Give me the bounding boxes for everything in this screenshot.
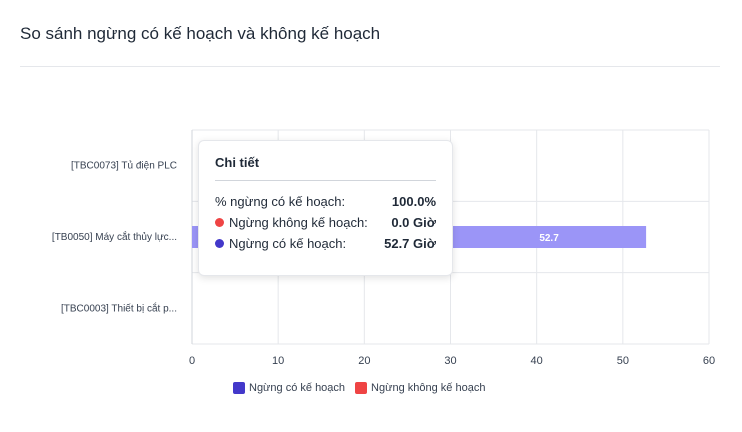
tooltip-title: Chi tiết [215, 155, 436, 181]
chart-tooltip: Chi tiết % ngừng có kế hoạch: 100.0% Ngừ… [198, 140, 453, 276]
chart-legend: Ngừng có kế hoạch Ngừng không kế hoạch [233, 382, 485, 394]
x-tick-label: 30 [444, 355, 456, 367]
bar-data-label: 52.7 [539, 233, 559, 244]
chart-title: So sánh ngừng có kế hoạch và không kế ho… [20, 24, 381, 43]
legend-label-unplanned: Ngừng không kế hoạch [371, 382, 486, 394]
legend-swatch-unplanned [355, 382, 368, 394]
y-category-label: [TB0050] Máy cắt thủy lực... [52, 230, 177, 243]
unplanned-dot-icon [215, 218, 224, 227]
y-category-label: [TBC0003] Thiết bị cắt p... [61, 301, 177, 314]
legend-swatch-planned [233, 382, 245, 394]
tooltip-row-percent: % ngừng có kế hoạch: 100.0% [215, 191, 436, 212]
legend-label-planned: Ngừng có kế hoạch [249, 382, 346, 394]
tooltip-row-unplanned: Ngừng không kế hoạch: 0.0 Giờ [215, 212, 436, 233]
x-tick-label: 60 [703, 355, 715, 367]
x-tick-label: 40 [531, 355, 543, 367]
legend-item-planned[interactable]: Ngừng có kế hoạch [233, 382, 345, 394]
x-tick-label: 0 [189, 355, 195, 367]
y-category-label: [TBC0073] Tủ điện PLC [71, 160, 177, 172]
x-tick-label: 50 [617, 355, 629, 367]
tooltip-row-planned: Ngừng có kế hoạch: 52.7 Giờ [215, 233, 436, 254]
x-tick-label: 20 [358, 355, 370, 367]
tooltip-label: Ngừng có kế hoạch: [229, 236, 347, 251]
tooltip-value: 52.7 Giờ [384, 236, 436, 251]
title-divider [20, 66, 720, 67]
tooltip-value: 0.0 Giờ [391, 215, 436, 230]
planned-dot-icon [215, 239, 224, 248]
tooltip-label: Ngừng không kế hoạch: [229, 215, 368, 230]
x-tick-label: 10 [272, 355, 284, 367]
legend-item-unplanned[interactable]: Ngừng không kế hoạch [355, 382, 485, 394]
tooltip-value: 100.0% [391, 194, 436, 209]
tooltip-label: % ngừng có kế hoạch: [215, 194, 346, 209]
